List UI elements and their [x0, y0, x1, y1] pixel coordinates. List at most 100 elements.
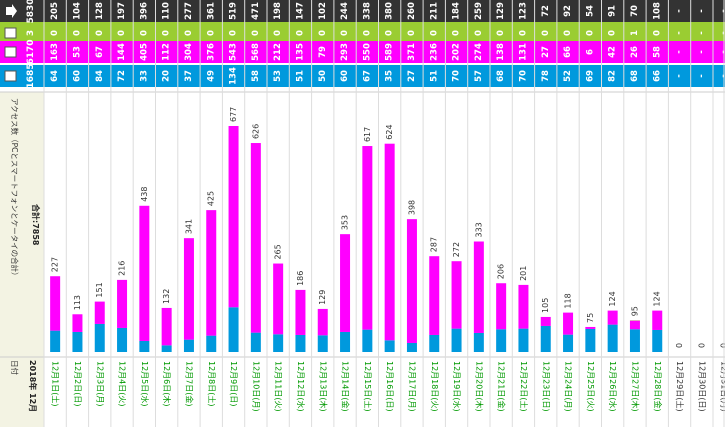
date-label[interactable]: 12月27日(木)	[630, 361, 640, 412]
bar-pc	[563, 335, 573, 352]
summary-value-smartphone: 543	[229, 43, 239, 61]
summary-value-keitai: 0	[541, 30, 551, 36]
summary-value-smartphone: 202	[452, 43, 462, 61]
summary-value-pc: 52	[563, 70, 573, 82]
summary-value-pc: 60	[340, 70, 350, 82]
summary-value-pc: 51	[295, 70, 305, 82]
bar-total-label: 341	[184, 219, 193, 234]
bar-total-label: 124	[608, 291, 617, 306]
date-label[interactable]: 12月20日(木)	[474, 361, 484, 412]
bar-total-label: 265	[274, 244, 283, 259]
date-label[interactable]: 12月18日(火)	[430, 361, 439, 412]
bar-pc	[496, 329, 506, 352]
summary-value-pc: 68	[630, 70, 640, 82]
date-label[interactable]: 12月2日(日)	[73, 361, 82, 407]
bar-pc	[518, 329, 528, 352]
bar-smartphone	[72, 314, 82, 332]
summary-value-total: 110	[162, 2, 172, 20]
date-label[interactable]: 12月8日(土)	[207, 361, 217, 407]
bar-pc	[429, 335, 439, 352]
summary-value-total: 519	[229, 2, 239, 20]
summary-value-pc: 68	[496, 70, 506, 82]
date-label[interactable]: 12月5日(水)	[140, 361, 150, 407]
summary-value-keitai: -	[697, 31, 707, 35]
bar-smartphone	[340, 234, 350, 332]
summary-value-keitai: 0	[563, 30, 573, 36]
summary-total-keitai: 3	[26, 30, 36, 36]
summary-value-keitai: 0	[496, 30, 506, 36]
summary-value-pc: 49	[206, 70, 216, 82]
bar-pc	[273, 334, 283, 352]
summary-value-smartphone: 212	[273, 43, 283, 61]
summary-value-keitai: 0	[429, 30, 439, 36]
bar-total-label: 95	[630, 306, 639, 316]
bar-total-label: 105	[541, 298, 550, 313]
date-label[interactable]: 12月10日(月)	[251, 361, 260, 412]
summary-value-pc: 50	[318, 70, 328, 82]
bar-total-label: 118	[564, 293, 573, 308]
date-label[interactable]: 12月7日(金)	[184, 361, 194, 407]
summary-value-pc: 64	[50, 70, 60, 82]
summary-value-smartphone: 163	[50, 43, 60, 61]
bar-pc	[585, 329, 595, 352]
date-label[interactable]: 12月26日(水)	[608, 361, 618, 412]
bar-total-label: 353	[341, 215, 350, 230]
pc-icon	[5, 71, 16, 81]
summary-value-smartphone: -	[675, 50, 685, 54]
date-label[interactable]: 12月17日(月)	[407, 361, 416, 412]
summary-value-smartphone: 568	[251, 43, 261, 61]
bar-total-label: 0	[675, 343, 684, 348]
bar-pc	[318, 335, 328, 352]
date-label[interactable]: 12月24日(月)	[564, 361, 573, 412]
summary-value-total: 147	[295, 2, 305, 20]
date-label[interactable]: 12月15日(土)	[363, 361, 373, 412]
bar-total-label: 113	[73, 295, 82, 310]
bar-pc	[385, 340, 395, 352]
date-label[interactable]: 12月25日(火)	[586, 361, 595, 412]
bar-smartphone	[95, 302, 105, 324]
date-label[interactable]: 12月23日(日)	[541, 361, 550, 412]
bar-pc	[251, 333, 261, 352]
bar-pc	[407, 343, 417, 352]
bar-total-label: 0	[697, 343, 706, 348]
bar-pc	[340, 332, 350, 352]
summary-value-pc: 51	[429, 70, 439, 82]
keitai-icon	[5, 28, 16, 38]
date-label[interactable]: 12月3日(月)	[95, 361, 104, 407]
bar-total-label: 132	[162, 289, 171, 304]
bar-pc	[452, 329, 462, 352]
summary-value-keitai: 0	[229, 30, 239, 36]
summary-total-pc: 1685	[26, 63, 36, 88]
date-label[interactable]: 12月19日(水)	[452, 361, 462, 412]
bar-smartphone	[318, 309, 328, 335]
bar-total-label: 75	[586, 313, 595, 323]
bar-total-label: 677	[229, 107, 238, 122]
summary-value-smartphone: 26	[630, 46, 640, 58]
summary-value-total: 72	[541, 5, 551, 17]
date-label[interactable]: 12月9日(日)	[229, 361, 238, 407]
summary-value-smartphone: 6	[585, 49, 595, 55]
summary-value-total: 91	[608, 5, 618, 17]
date-label[interactable]: 12月21日(金)	[497, 361, 507, 412]
summary-value-pc: 70	[518, 70, 528, 82]
bar-total-label: 333	[474, 222, 483, 237]
date-label[interactable]: 12月1日(土)	[51, 361, 61, 407]
summary-value-pc: 57	[474, 70, 484, 82]
bar-total-label: 216	[118, 261, 127, 276]
bar-total-label: 129	[318, 290, 327, 305]
date-label[interactable]: 12月13日(木)	[318, 361, 328, 412]
date-label[interactable]: 12月22日(土)	[519, 361, 529, 412]
bar-pc	[608, 325, 618, 352]
summary-value-smartphone: 236	[429, 43, 439, 61]
date-label[interactable]: 12月12日(水)	[296, 361, 306, 412]
summary-value-total: 198	[273, 2, 283, 20]
summary-value-smartphone: 135	[295, 43, 305, 61]
date-label[interactable]: 12月6日(木)	[162, 361, 172, 407]
summary-value-keitai: 0	[518, 30, 528, 36]
date-label[interactable]: 12月4日(火)	[118, 361, 127, 407]
date-label[interactable]: 12月14日(金)	[341, 361, 351, 412]
date-label[interactable]: 12月16日(日)	[385, 361, 394, 412]
date-label[interactable]: 12月11日(火)	[274, 361, 283, 412]
summary-value-total: 471	[251, 2, 261, 20]
date-label[interactable]: 12月28日(金)	[653, 361, 663, 412]
